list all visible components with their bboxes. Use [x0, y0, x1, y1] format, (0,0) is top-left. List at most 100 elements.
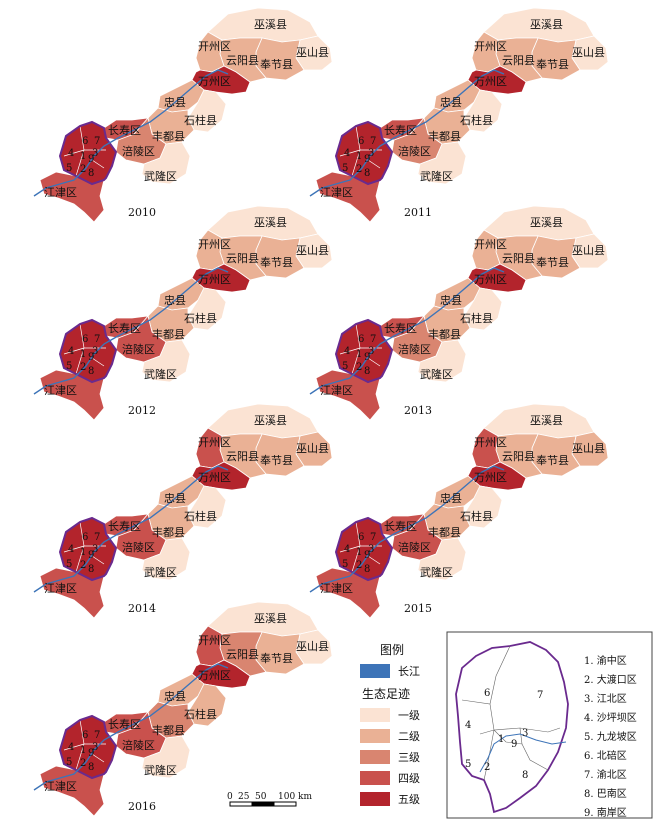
inset-number-8: 8	[522, 770, 528, 781]
yangtze-river	[309, 69, 505, 197]
label-wanzhou: 万州区	[474, 273, 507, 286]
label-zhongxian: 忠县	[440, 294, 462, 307]
panel-year-label: 2010	[128, 206, 156, 219]
district-number-6: 6	[82, 136, 88, 147]
inset-key-9: 9. 南岸区	[584, 806, 627, 819]
panel-year-label: 2013	[404, 404, 432, 417]
inset-internal-borders	[461, 645, 561, 781]
scale-bar: 0 25 50 100 km	[227, 792, 312, 807]
district-number-2: 2	[356, 560, 362, 571]
label-zhongxian: 忠县	[164, 492, 186, 505]
inset-key-2: 2. 大渡口区	[584, 673, 637, 686]
legend-label-level-5: 五级	[398, 793, 420, 806]
label-fuling: 涪陵区	[122, 738, 155, 752]
label-kaizhou: 开州区	[198, 634, 231, 647]
district-number-3: 3	[92, 148, 98, 159]
label-changshou: 长寿区	[384, 321, 417, 335]
district-number-4: 4	[344, 346, 350, 357]
core-internal-borders	[339, 323, 382, 375]
district-number-1: 1	[356, 151, 362, 162]
inset-key-7: 7. 渝北区	[584, 768, 627, 781]
inset-number-5: 5	[465, 759, 471, 770]
label-shizhu: 石柱县	[184, 311, 217, 325]
label-yunyang: 云阳县	[226, 648, 259, 661]
inset-number-3: 3	[522, 728, 528, 739]
district-number-3: 3	[92, 544, 98, 555]
label-wushan: 巫山县	[296, 244, 329, 257]
label-jiangjin: 江津区	[44, 186, 77, 199]
yangtze-river	[33, 663, 229, 791]
region-wulong-2011	[417, 141, 467, 185]
yangtze-river	[33, 69, 229, 197]
district-number-3: 3	[368, 544, 374, 555]
label-kaizhou: 开州区	[198, 40, 231, 53]
district-number-7: 7	[94, 136, 100, 147]
label-fengdu: 丰都县	[428, 526, 461, 539]
district-number-9: 9	[88, 748, 94, 759]
panel-year-label: 2011	[404, 206, 432, 219]
label-fengdu: 丰都县	[152, 328, 185, 341]
label-wulong: 武隆区	[420, 565, 453, 579]
district-number-5: 5	[66, 559, 72, 570]
inset-key-4: 4. 沙坪坝区	[584, 711, 637, 724]
label-fengjie: 奉节县	[260, 255, 293, 269]
label-wushan: 巫山县	[572, 244, 605, 257]
panel-year-label: 2015	[404, 602, 432, 615]
label-fengjie: 奉节县	[260, 651, 293, 665]
district-number-7: 7	[94, 730, 100, 741]
label-wuxi: 巫溪县	[254, 216, 287, 229]
inset-key-list: 1. 渝中区 2. 大渡口区 3. 江北区 4. 沙坪坝区 5. 九龙坡区 6.…	[584, 654, 637, 819]
label-fuling: 涪陵区	[122, 540, 155, 554]
district-number-4: 4	[344, 148, 350, 159]
core-internal-borders	[63, 125, 106, 177]
label-fuling: 涪陵区	[398, 540, 431, 554]
district-number-2: 2	[80, 164, 86, 175]
district-number-3: 3	[368, 148, 374, 159]
label-wanzhou: 万州区	[198, 75, 231, 88]
label-wanzhou: 万州区	[198, 669, 231, 682]
core-internal-borders	[63, 323, 106, 375]
label-zhongxian: 忠县	[164, 294, 186, 307]
label-fengjie: 奉节县	[536, 453, 569, 467]
panel-year-label: 2016	[128, 800, 156, 813]
legend-label-level-4: 四级	[398, 772, 420, 785]
core-outline	[58, 318, 118, 384]
district-number-6: 6	[82, 532, 88, 543]
district-number-4: 4	[68, 544, 74, 555]
label-yunyang: 云阳县	[502, 450, 535, 463]
label-yunyang: 云阳县	[226, 252, 259, 265]
district-number-6: 6	[82, 334, 88, 345]
label-changshou: 长寿区	[108, 519, 141, 533]
label-zhongxian: 忠县	[440, 96, 462, 109]
district-number-8: 8	[88, 366, 94, 377]
label-yunyang: 云阳县	[502, 54, 535, 67]
label-shizhu: 石柱县	[460, 509, 493, 523]
scale-bar-black	[251, 801, 275, 807]
label-wuxi: 巫溪县	[254, 18, 287, 31]
region-wulong-2015	[417, 537, 467, 581]
label-jiangjin: 江津区	[320, 384, 353, 397]
core-outline	[334, 516, 394, 582]
district-number-8: 8	[88, 168, 94, 179]
label-wulong: 武隆区	[420, 169, 453, 183]
district-number-1: 1	[356, 349, 362, 360]
label-shizhu: 石柱县	[184, 509, 217, 523]
district-number-1: 1	[80, 547, 86, 558]
inset-number-9: 9	[511, 739, 517, 750]
district-number-5: 5	[66, 757, 72, 768]
label-wanzhou: 万州区	[474, 75, 507, 88]
legend-label-level-2: 二级	[398, 730, 420, 743]
label-wushan: 巫山县	[296, 640, 329, 653]
legend-swatch-level-5	[360, 792, 390, 806]
label-fengdu: 丰都县	[152, 724, 185, 737]
inset-number-7: 7	[537, 690, 543, 701]
inset-key-5: 5. 九龙坡区	[584, 730, 637, 743]
label-shizhu: 石柱县	[184, 113, 217, 127]
label-changshou: 长寿区	[384, 519, 417, 533]
legend-river-swatch	[360, 664, 390, 678]
